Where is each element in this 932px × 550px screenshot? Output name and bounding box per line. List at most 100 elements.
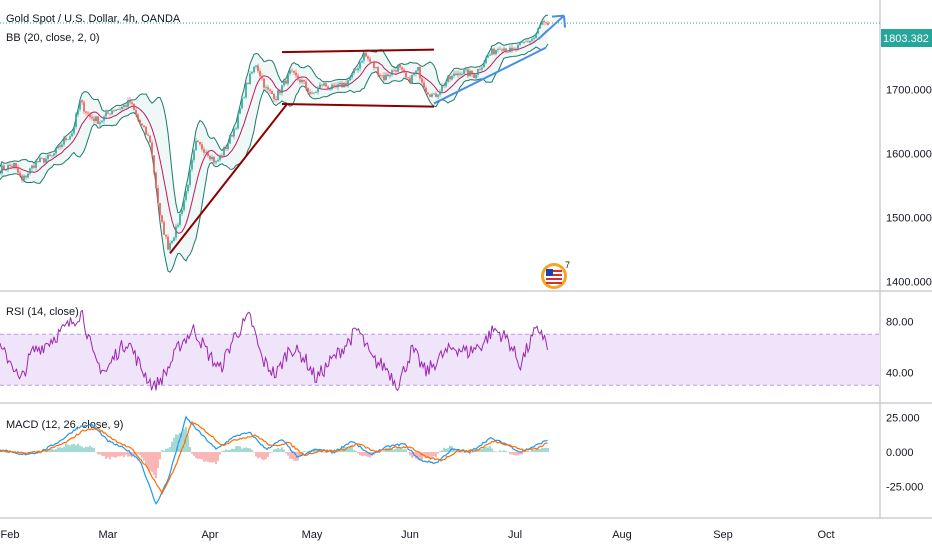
macd-histogram-bar xyxy=(397,448,399,453)
macd-histogram-bar xyxy=(275,448,277,453)
candle-body xyxy=(97,116,99,124)
macd-histogram-bar xyxy=(363,452,365,456)
macd-histogram-bar xyxy=(107,452,109,458)
candle-body xyxy=(1,165,3,174)
candle-body xyxy=(455,73,457,76)
macd-histogram-bar xyxy=(267,452,269,457)
macd-histogram-bar xyxy=(85,446,87,453)
rsi-title[interactable]: RSI (14, close) xyxy=(6,306,79,318)
macd-histogram-bar xyxy=(163,450,165,453)
candle-body xyxy=(27,173,29,178)
candle-body xyxy=(291,70,293,72)
candle-body xyxy=(223,147,225,156)
candle-body xyxy=(325,83,327,87)
candle-body xyxy=(403,69,405,73)
price-axis[interactable]: 1400.000 1500.000 1600.000 1700.000 xyxy=(886,84,932,288)
macd-histogram-bar xyxy=(417,452,419,460)
trend-line-blue xyxy=(433,46,547,105)
candle-body xyxy=(535,33,537,39)
candle-body xyxy=(441,85,443,92)
macd-histogram-bar xyxy=(289,452,291,459)
time-axis[interactable]: Feb Mar Apr May Jun Jul Aug Sep Oct xyxy=(1,529,835,541)
candle-body xyxy=(253,66,255,73)
candle-body xyxy=(475,74,477,79)
candle-body xyxy=(257,65,259,71)
macd-histogram-bar xyxy=(91,447,93,453)
macd-histogram-bar xyxy=(435,452,437,458)
candle-body xyxy=(37,161,39,163)
candle-body xyxy=(49,154,51,156)
macd-histogram-bar xyxy=(181,431,183,453)
candle-body xyxy=(293,70,295,73)
us-flag-badge-icon[interactable]: 7 xyxy=(541,260,570,289)
candle-body xyxy=(315,92,317,93)
macd-pane[interactable] xyxy=(0,415,549,505)
candle-body xyxy=(413,73,415,75)
macd-histogram-bar xyxy=(81,446,83,453)
macd-histogram-bar xyxy=(193,452,195,456)
candle-body xyxy=(239,108,241,114)
macd-histogram-bar xyxy=(183,429,185,453)
bb-indicator-label[interactable]: BB (20, close, 2, 0) xyxy=(6,32,100,44)
macd-histogram-bar xyxy=(125,452,127,455)
candle-body xyxy=(477,68,479,75)
candle-body xyxy=(109,113,111,115)
candle-body xyxy=(185,191,187,200)
macd-histogram-bar xyxy=(401,449,403,453)
candle-body xyxy=(295,72,297,76)
candle-body xyxy=(425,87,427,93)
macd-histogram-bar xyxy=(491,448,493,453)
candle-body xyxy=(241,98,243,109)
macd-histogram-bar xyxy=(513,452,515,455)
macd-histogram-bar xyxy=(399,447,401,453)
macd-histogram-bar xyxy=(389,447,391,453)
candle-body xyxy=(379,74,381,76)
macd-axis[interactable]: 25.000 0.000 -25.000 xyxy=(886,413,923,494)
rsi-pane[interactable] xyxy=(0,309,880,392)
rsi-axis[interactable]: 40.00 80.00 xyxy=(886,317,914,380)
macd-histogram-bar xyxy=(97,452,99,455)
macd-histogram-bar xyxy=(147,452,149,469)
candle-body xyxy=(437,94,439,97)
price-pane[interactable] xyxy=(0,14,880,273)
candle-body xyxy=(411,74,413,83)
macd-histogram-bar xyxy=(171,441,173,453)
candle-body xyxy=(43,158,45,163)
macd-histogram-bar xyxy=(191,452,193,454)
candle-body xyxy=(235,128,237,130)
candle-body xyxy=(255,65,257,67)
candle-body xyxy=(25,175,27,178)
candle-body xyxy=(35,161,37,168)
macd-histogram-bar xyxy=(463,452,465,453)
candle-body xyxy=(303,79,305,82)
candle-body xyxy=(299,79,301,83)
candle-body xyxy=(457,73,459,76)
candle-body xyxy=(125,105,127,107)
candle-body xyxy=(121,107,123,110)
candle-body xyxy=(527,41,529,43)
macd-histogram-bar xyxy=(141,452,143,458)
candle-body xyxy=(151,142,153,156)
arrow-head xyxy=(563,15,566,28)
macd-histogram-bar xyxy=(277,447,279,453)
macd-histogram-bar xyxy=(315,449,317,453)
candle-body xyxy=(311,92,313,94)
macd-line xyxy=(0,415,548,505)
candle-body xyxy=(5,169,7,171)
macd-histogram-bar xyxy=(179,433,181,453)
candle-body xyxy=(7,165,9,170)
candle-body xyxy=(523,41,525,43)
macd-histogram-bar xyxy=(481,448,483,453)
candle-body xyxy=(139,119,141,124)
candle-body xyxy=(171,240,173,244)
candle-body xyxy=(141,123,143,126)
macd-histogram-bar xyxy=(283,449,285,453)
candle-body xyxy=(387,74,389,77)
candle-body xyxy=(157,188,159,203)
macd-histogram-bar xyxy=(5,452,7,453)
macd-title[interactable]: MACD (12, 26, close, 9) xyxy=(6,419,123,431)
macd-histogram-bar xyxy=(403,449,405,453)
macd-histogram-bar xyxy=(261,452,263,460)
macd-histogram-bar xyxy=(175,434,177,453)
candle-body xyxy=(471,70,473,75)
